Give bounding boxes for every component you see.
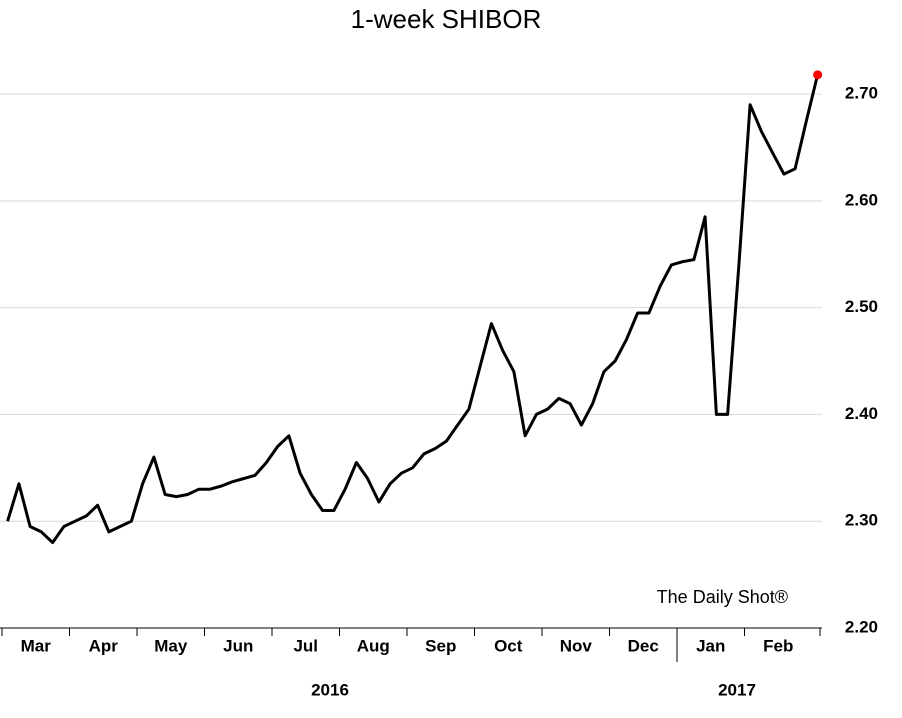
year-label: 2016 <box>311 680 349 699</box>
y-tick-label: 2.70 <box>845 84 878 103</box>
x-tick-label: Dec <box>628 636 659 655</box>
x-tick-label: Mar <box>21 636 52 655</box>
watermark: The Daily Shot® <box>657 587 788 607</box>
x-tick-label: Jul <box>293 636 318 655</box>
line <box>6 74 820 545</box>
x-tick-label: Jan <box>696 636 725 655</box>
x-tick-label: Oct <box>494 636 523 655</box>
last-point <box>813 70 823 80</box>
x-tick-label: May <box>154 636 188 655</box>
y-tick-label: 2.40 <box>845 404 878 423</box>
y-tick-label: 2.20 <box>845 617 878 636</box>
x-tick-label: Feb <box>763 636 793 655</box>
x-tick-label: Jun <box>223 636 253 655</box>
x-tick-label: Aug <box>357 636 390 655</box>
year-label: 2017 <box>718 680 756 699</box>
x-tick-label: Sep <box>425 636 456 655</box>
x-tick-label: Apr <box>89 636 119 655</box>
y-tick-label: 2.30 <box>845 511 878 530</box>
y-tick-label: 2.50 <box>845 297 878 316</box>
chart-title: 1-week SHIBOR <box>351 4 542 34</box>
x-tick-label: Nov <box>560 636 593 655</box>
y-tick-label: 2.60 <box>845 190 878 209</box>
